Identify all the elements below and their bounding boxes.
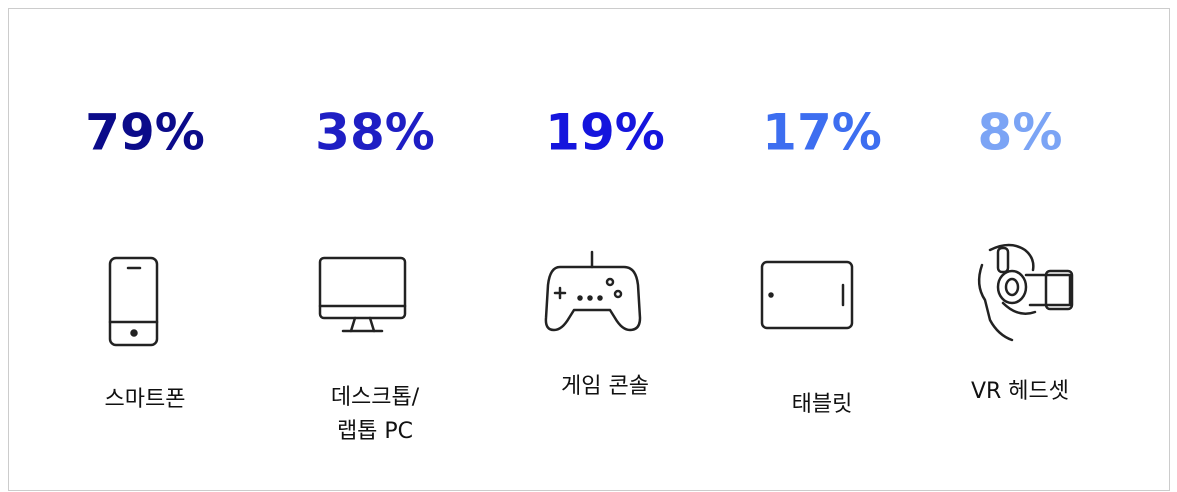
- device-label: 태블릿: [792, 392, 853, 417]
- smartphone-icon: [108, 256, 159, 347]
- percent: 17%: [762, 104, 882, 162]
- device-label: 게임 콘솔: [561, 374, 649, 399]
- tablet-icon: [760, 260, 854, 330]
- gamepad-icon: [544, 250, 642, 332]
- device-label: VR 헤드셋: [971, 379, 1069, 404]
- percent: 19%: [545, 104, 665, 162]
- percent: 8%: [978, 104, 1063, 162]
- percent: 79%: [85, 104, 205, 162]
- percent: 38%: [315, 104, 435, 162]
- device-label: 스마트폰: [105, 387, 186, 412]
- frame: [8, 8, 1170, 491]
- monitor-icon: [318, 256, 407, 333]
- device-label: 데스크톱/: [331, 385, 420, 410]
- device-label: 랩톱 PC: [337, 419, 413, 444]
- vr-headset-icon: [977, 243, 1074, 342]
